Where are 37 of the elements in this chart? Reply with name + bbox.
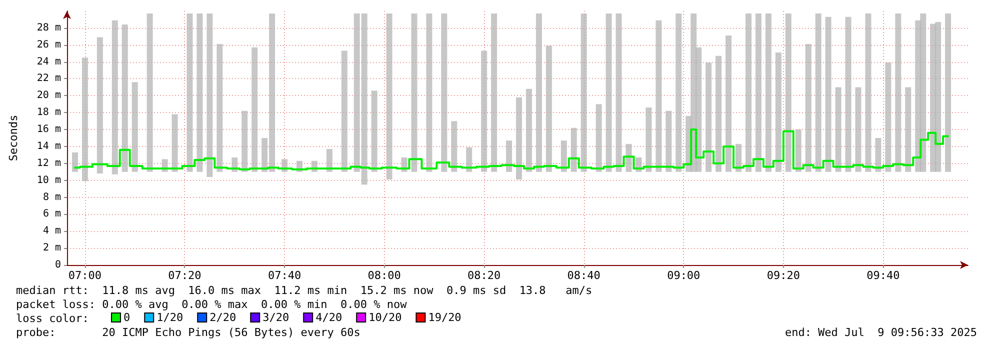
y-tick-label: 10 m xyxy=(36,174,61,186)
x-tick-label: 09:00 xyxy=(667,269,700,282)
x-tick-label: 09:40 xyxy=(866,269,900,282)
y-tick-label: 8 m xyxy=(42,192,61,203)
y-tick-label: 12 m xyxy=(36,158,61,169)
y-tick-label: 22 m xyxy=(36,73,61,84)
y-axis-title: Seconds xyxy=(7,114,20,162)
y-tick-label: 2 m xyxy=(42,242,61,254)
y-tick-label: 14 m xyxy=(36,140,61,152)
legend-label: 2/20 xyxy=(210,311,236,324)
y-tick-label: 20 m xyxy=(36,90,61,102)
x-tick-label: 07:00 xyxy=(68,269,102,282)
legend-label: 1/20 xyxy=(156,311,184,324)
y-tick-label: 26 m xyxy=(36,39,61,50)
text: median rtt: 11.8 ms avg 16.0 ms max 11.2 ms min 15.2 ms now 0.9 ms sd 13.8 am/s xyxy=(16,284,592,297)
y-tick-label: 4 m xyxy=(42,226,61,237)
y-tick-label: 6 m xyxy=(42,208,61,220)
y-tick-label: 18 m xyxy=(36,107,61,118)
x-tick-label: 08:20 xyxy=(468,269,501,282)
text: end: Wed Jul 9 09:56:33 2025 xyxy=(784,326,978,339)
x-tick-label: 07:20 xyxy=(168,269,202,282)
x-tick-label: 08:40 xyxy=(567,269,600,282)
text: probe: 20 ICMP Echo Pings (56 Bytes) every 60s xyxy=(16,326,360,339)
legend-label: 19/20 xyxy=(428,311,462,324)
legend-label: 0 xyxy=(124,311,130,324)
x-tick-label: 09:20 xyxy=(766,269,800,282)
x-tick-label: 08:00 xyxy=(368,269,401,282)
legend-label: 3/20 xyxy=(262,311,290,324)
legend-label: 10/20 xyxy=(368,311,402,324)
legend-label: 4/20 xyxy=(316,311,342,324)
x-tick-label: 07:40 xyxy=(268,269,302,282)
y-tick-label: 28 m xyxy=(36,22,61,34)
legend-title: loss color: xyxy=(16,312,89,325)
y-tick-label: 16 m xyxy=(36,124,61,136)
text: packet loss: 0.00 % avg 0.00 % max 0.00 % min 0.00 % now xyxy=(16,298,408,311)
y-tick-label: 24 m xyxy=(36,56,61,68)
y-tick-label: 0 xyxy=(54,260,61,270)
